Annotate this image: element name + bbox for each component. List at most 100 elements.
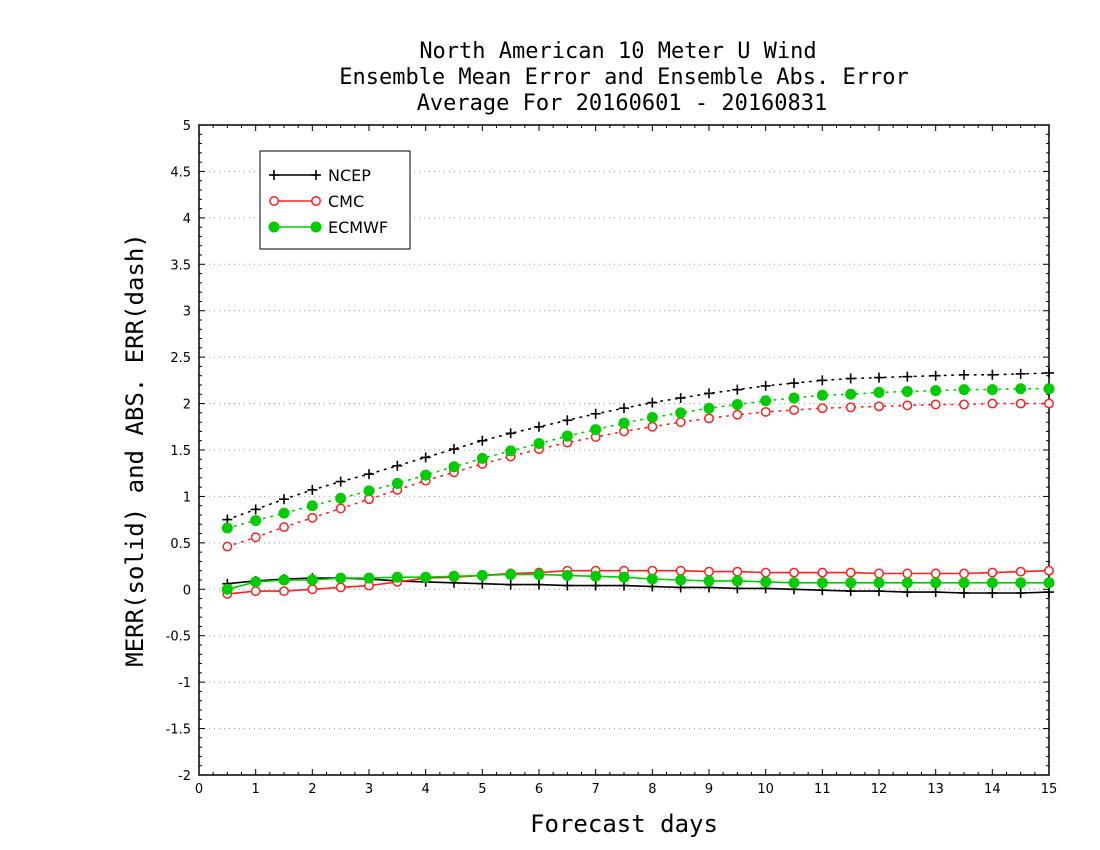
cmc-merr-point (874, 568, 884, 579)
x-tick-label: 9 (705, 782, 713, 797)
x-axis-label: Forecast days (530, 810, 718, 838)
ecmwf-abs-err-point (306, 500, 318, 512)
x-tick-label: 8 (648, 782, 656, 797)
ecmwf-merr-point (1043, 577, 1055, 589)
y-tick-label: 1.5 (170, 444, 191, 459)
ncep-abs-err-point (647, 397, 658, 408)
ecmwf-merr-point (1015, 577, 1027, 589)
legend-marker-ncep (269, 170, 279, 180)
ncep-merr-point (1015, 588, 1026, 598)
ecmwf-merr-point (788, 577, 800, 589)
ncep-abs-err-point (477, 435, 488, 446)
ecmwf-abs-err-point (760, 395, 772, 407)
x-tick-label: 7 (592, 782, 600, 797)
ncep-abs-err-point (675, 393, 686, 403)
x-tick-label: 12 (871, 782, 888, 797)
ecmwf-merr-point (703, 575, 715, 587)
x-tick-label: 2 (308, 782, 316, 797)
cmc-abs-err-point (959, 399, 969, 410)
ecmwf-abs-err-point (278, 507, 290, 519)
chart-title-line-2: Ensemble Mean Error and Ensemble Abs. Er… (339, 65, 909, 90)
ncep-abs-err-point (307, 484, 318, 495)
y-tick-label: 0 (183, 583, 191, 598)
cmc-merr-point (1015, 566, 1026, 577)
legend-marker-ecmwf (310, 221, 322, 233)
ecmwf-abs-err-point (930, 385, 942, 397)
x-tick-label: 14 (984, 782, 1001, 797)
cmc-abs-err-point (987, 398, 998, 409)
ncep-abs-err-point (590, 408, 601, 419)
ncep-abs-err-point (335, 476, 346, 487)
ecmwf-abs-err-point (561, 430, 573, 442)
y-tick-label: -1.5 (166, 723, 191, 738)
ecmwf-abs-err-point (221, 522, 233, 534)
ecmwf-abs-err-point (533, 438, 545, 449)
ncep-abs-err-point (874, 372, 884, 383)
ncep-abs-err-point (505, 428, 516, 439)
y-tick-label: 3 (183, 305, 191, 320)
ncep-merr-point (590, 580, 601, 591)
cmc-merr-point (1044, 565, 1054, 576)
cmc-abs-err-point (817, 403, 828, 414)
ncep-abs-err-point (902, 371, 913, 382)
ecmwf-merr-point (391, 571, 403, 583)
x-tick-label: 4 (422, 782, 430, 797)
ecmwf-merr-point (250, 576, 262, 588)
ecmwf-abs-err-point (476, 452, 488, 464)
y-tick-label: -2 (178, 769, 191, 784)
cmc-abs-err-point (760, 406, 771, 417)
ncep-abs-err-point (930, 370, 941, 381)
ncep-abs-err-point (732, 384, 743, 395)
ecmwf-abs-err-point (250, 515, 262, 527)
cmc-abs-err-point (307, 512, 318, 523)
ncep-merr-point (534, 579, 544, 590)
ecmwf-merr-point (561, 569, 573, 581)
cmc-merr-point (845, 567, 856, 578)
ncep-abs-err-point (789, 378, 799, 389)
ncep-merr-point (987, 588, 998, 598)
chart-title-line-3: Average For 20160601 - 20160831 (417, 91, 828, 116)
ecmwf-abs-err-point (873, 386, 885, 398)
cmc-abs-err-point (930, 399, 941, 410)
ncep-merr-point (959, 588, 969, 598)
cmc-merr-point (704, 566, 714, 577)
legend-label-ncep: NCEP (328, 166, 371, 185)
x-tick-label: 6 (535, 782, 543, 797)
cmc-abs-err-point (675, 417, 686, 428)
ncep-merr-line (227, 577, 1050, 594)
y-tick-label: 3.5 (170, 258, 191, 273)
y-tick-label: -0.5 (166, 630, 191, 645)
ncep-abs-err-point (562, 415, 573, 426)
ecmwf-abs-err-point (816, 389, 828, 401)
cmc-merr-point (817, 567, 828, 578)
ncep-abs-err-point (364, 469, 374, 480)
cmc-merr-point (335, 582, 346, 593)
cmc-merr-point (789, 567, 799, 578)
ecmwf-abs-err-point (646, 412, 658, 423)
ncep-abs-err-point (279, 494, 289, 505)
x-tick-label: 10 (757, 782, 774, 797)
legend-label-cmc: CMC (328, 192, 364, 211)
cmc-merr-point (732, 566, 743, 577)
ecmwf-abs-err-point (505, 445, 517, 457)
ecmwf-abs-err-point (448, 461, 460, 473)
ecmwf-abs-err-line (226, 387, 1050, 529)
y-tick-label: 2.5 (170, 351, 191, 366)
x-tick-label: 11 (814, 782, 831, 797)
ecmwf-abs-err-point (420, 469, 432, 481)
ecmwf-abs-err-point (618, 417, 630, 429)
cmc-merr-point (760, 567, 771, 578)
ecmwf-merr-point (335, 572, 347, 584)
ncep-merr-point (505, 579, 516, 590)
x-tick-label: 1 (252, 782, 260, 797)
cmc-merr-point (902, 568, 913, 579)
ncep-merr-point (562, 580, 573, 591)
cmc-abs-err-point (222, 541, 233, 552)
cmc-merr-point (959, 568, 969, 579)
y-axis-label: MERR(solid) and ABS. ERR(dash) (121, 233, 149, 666)
legend-marker-ncep (311, 170, 321, 180)
cmc-merr-point (307, 584, 318, 595)
ncep-abs-err-point (817, 375, 828, 386)
ecmwf-merr-point (845, 577, 857, 589)
